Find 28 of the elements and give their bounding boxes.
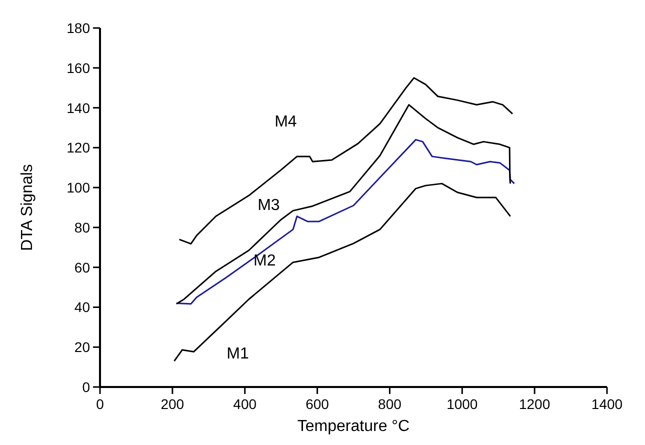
y-tick-label: 120 bbox=[66, 140, 90, 156]
series-label: M4 bbox=[274, 113, 297, 130]
x-tick-label: 0 bbox=[96, 396, 104, 412]
series-label: M1 bbox=[226, 345, 249, 362]
x-tick-label: 200 bbox=[160, 396, 184, 412]
x-tick-label: 1400 bbox=[591, 396, 623, 412]
x-tick-label: 400 bbox=[233, 396, 257, 412]
line-series bbox=[178, 77, 514, 245]
x-tick-label: 600 bbox=[306, 396, 330, 412]
series-label: M3 bbox=[258, 197, 280, 214]
y-tick-label: 60 bbox=[74, 259, 90, 276]
y-tick-label: 160 bbox=[66, 60, 90, 76]
y-axis-title: DTA Signals bbox=[19, 164, 36, 251]
y-tick-label: 0 bbox=[82, 379, 90, 395]
line-series bbox=[173, 182, 512, 362]
x-tick-label: 1000 bbox=[446, 396, 478, 412]
y-tick-label: 80 bbox=[74, 219, 90, 236]
line-series bbox=[176, 138, 516, 305]
y-tick-label: 180 bbox=[66, 20, 90, 36]
y-tick-label: 40 bbox=[74, 299, 90, 316]
x-tick-label: 1200 bbox=[518, 396, 550, 412]
x-tick-label: 800 bbox=[378, 396, 402, 412]
line-series bbox=[176, 104, 512, 305]
y-tick-label: 100 bbox=[66, 180, 90, 196]
y-tick-label: 140 bbox=[66, 100, 90, 116]
series-label: M2 bbox=[254, 252, 276, 270]
y-tick-label: 20 bbox=[74, 339, 90, 356]
x-axis-title: Temperature °C bbox=[297, 418, 410, 435]
